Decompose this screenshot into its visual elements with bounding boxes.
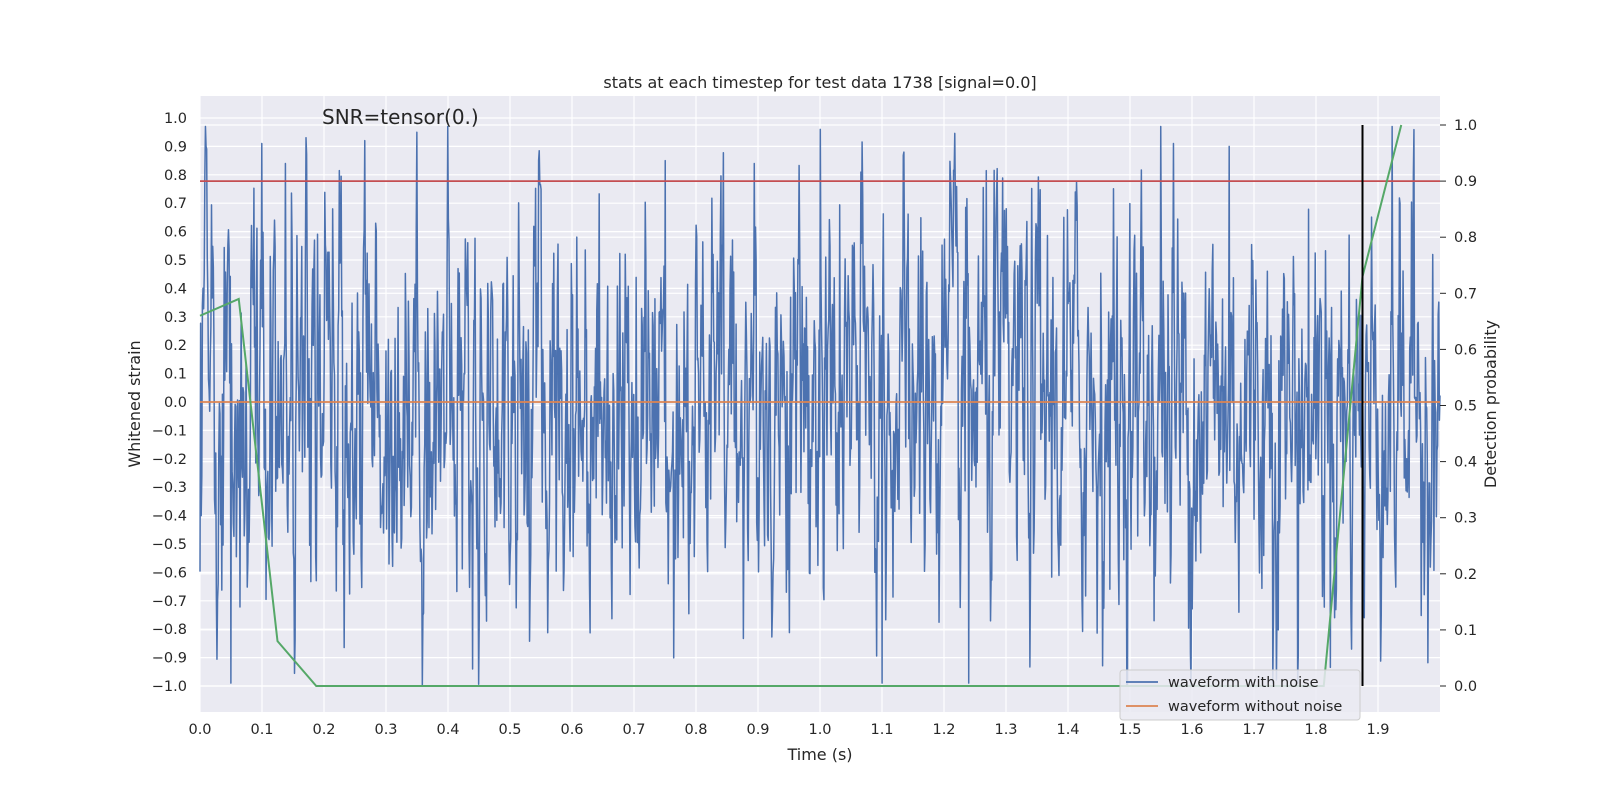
y2-tick-label: 1.0 <box>1454 118 1477 134</box>
y-tick-label: 0.9 <box>164 139 187 155</box>
x-axis-ticks: 0.0 0.1 0.2 0.3 0.4 0.5 0.6 0.7 0.8 0.9 1.0 1.1 1.2 1… <box>188 722 1389 738</box>
legend: waveform with noise waveform without noi… <box>1119 669 1361 721</box>
x-tick-label: 1.3 <box>994 722 1017 738</box>
x-tick-label: 1.4 <box>1056 722 1079 738</box>
x-tick-label: 1.9 <box>1366 722 1389 738</box>
y-tick-label: −0.1 <box>152 423 187 439</box>
y-axis-ticks: 1.0 0.9 0.8 0.7 0.6 0.5 0.4 0.3 0.2 0.1 0.0 −0.1 −0.… <box>152 111 187 695</box>
y-tick-label: −0.5 <box>152 537 187 553</box>
y-tick-label: 1.0 <box>164 111 187 127</box>
y2-axis-label: Detection probability <box>1481 320 1500 488</box>
y2-axis-ticks: 1.0 0.9 0.8 0.7 0.6 0.5 0.4 0.3 0.2 0.1 0.0 <box>1440 118 1477 695</box>
y-tick-label: −0.7 <box>152 594 187 610</box>
x-tick-label: 0.1 <box>250 722 273 738</box>
x-tick-label: 1.0 <box>808 722 831 738</box>
chart-title: stats at each timestep for test data 173… <box>603 73 1036 92</box>
x-tick-label: 1.7 <box>1242 722 1265 738</box>
y-tick-label: 0.8 <box>164 168 187 184</box>
x-tick-label: 0.8 <box>684 722 707 738</box>
x-tick-label: 0.0 <box>188 722 211 738</box>
snr-annotation: SNR=tensor(0.) <box>322 105 479 129</box>
x-tick-label: 0.2 <box>312 722 335 738</box>
y2-tick-label: 0.7 <box>1454 286 1477 302</box>
y2-tick-label: 0.2 <box>1454 567 1477 583</box>
x-tick-label: 1.2 <box>932 722 955 738</box>
y-tick-label: −0.6 <box>152 565 187 581</box>
x-tick-label: 0.6 <box>560 722 583 738</box>
legend-box <box>1119 669 1361 721</box>
legend-label-waveform-without-noise: waveform without noise <box>1168 699 1342 715</box>
y-tick-label: −0.2 <box>152 452 187 468</box>
x-tick-label: 1.5 <box>1118 722 1141 738</box>
y-tick-label: −0.3 <box>152 480 187 496</box>
y-tick-label: −0.4 <box>152 509 187 525</box>
x-tick-label: 1.8 <box>1304 722 1327 738</box>
x-tick-label: 0.7 <box>622 722 645 738</box>
y2-tick-label: 0.9 <box>1454 174 1477 190</box>
y-tick-label: −1.0 <box>152 679 187 695</box>
y2-tick-label: 0.8 <box>1454 230 1477 246</box>
y-tick-label: 0.3 <box>164 310 187 326</box>
y-tick-label: −0.8 <box>152 622 187 638</box>
waveform-with-noise-line <box>199 125 1441 687</box>
y2-tick-label: 0.4 <box>1454 455 1477 471</box>
y-tick-label: 0.0 <box>164 395 187 411</box>
x-tick-label: 1.6 <box>1180 722 1203 738</box>
y-tick-label: 0.4 <box>164 281 187 297</box>
y-tick-label: 0.5 <box>164 253 187 269</box>
y-tick-label: 0.6 <box>164 225 187 241</box>
y2-tick-label: 0.6 <box>1454 342 1477 358</box>
y-tick-label: −0.9 <box>152 651 187 667</box>
legend-label-waveform-with-noise: waveform with noise <box>1168 675 1319 691</box>
x-axis-label: Time (s) <box>786 745 852 764</box>
y-tick-label: 0.1 <box>164 367 187 383</box>
x-tick-label: 0.5 <box>498 722 521 738</box>
y2-tick-label: 0.0 <box>1454 679 1477 695</box>
y2-tick-label: 0.5 <box>1454 399 1477 415</box>
x-tick-label: 0.9 <box>746 722 769 738</box>
y2-tick-label: 0.3 <box>1454 511 1477 527</box>
y-tick-label: 0.2 <box>164 338 187 354</box>
series-layer <box>199 124 1441 687</box>
y-tick-label: 0.7 <box>164 196 187 212</box>
x-tick-label: 0.3 <box>374 722 397 738</box>
y-axis-label: Whitened strain <box>125 340 144 467</box>
x-tick-label: 1.1 <box>870 722 893 738</box>
y2-tick-label: 0.1 <box>1454 623 1477 639</box>
x-tick-label: 0.4 <box>436 722 459 738</box>
